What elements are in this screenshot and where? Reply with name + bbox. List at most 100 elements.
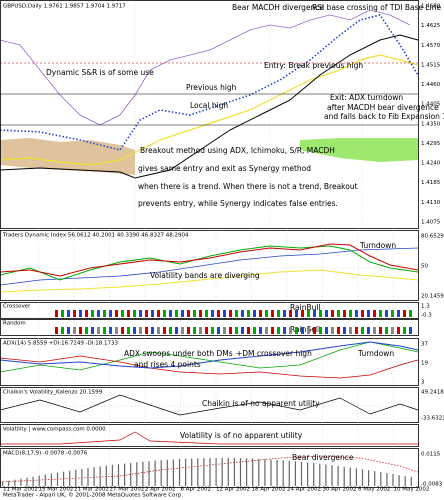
macd-bar xyxy=(300,461,303,486)
macd-bar xyxy=(258,458,260,486)
macd-bar xyxy=(197,458,199,486)
annotation: RainBull xyxy=(290,303,321,312)
signal-bar xyxy=(337,327,340,334)
macd-panel: MACD(8,17,9) -0.0078 -0.0076 Bear diverg… xyxy=(0,448,419,488)
annotation: Turndown xyxy=(359,241,396,250)
macd-bar xyxy=(136,462,138,486)
signal-bar xyxy=(61,327,64,334)
macd-signal xyxy=(0,455,419,483)
signal-bar xyxy=(265,327,268,334)
signal-bar xyxy=(199,327,202,334)
macd-bar xyxy=(215,458,217,486)
signal-bar xyxy=(259,310,262,317)
signal-bar xyxy=(115,310,118,317)
axis-label: 1.4625 xyxy=(421,23,441,29)
signal-bar xyxy=(133,310,136,317)
signal-bar xyxy=(289,310,292,317)
signal-bar xyxy=(145,327,148,334)
volatility-line xyxy=(0,431,418,445)
signal-bar xyxy=(391,327,394,334)
macd-bar xyxy=(166,459,168,486)
signal-bar xyxy=(367,327,370,334)
signal-bar xyxy=(289,327,292,334)
cloud-bear xyxy=(0,138,135,175)
annotation: gives same entry and exit as Synergy met… xyxy=(138,164,311,173)
signal-bar xyxy=(337,310,340,317)
axis-label: 1.4680 xyxy=(421,4,441,10)
macd-bar xyxy=(227,458,229,486)
signal-bar xyxy=(199,310,202,317)
macd-bar xyxy=(264,459,266,486)
macd-bar xyxy=(63,471,65,486)
date-label: 30 Apr 2002 xyxy=(323,487,357,493)
axis-label: 80.6529 xyxy=(421,234,444,240)
date-label: 2 Apr 2002 xyxy=(145,487,176,493)
macd-bar xyxy=(386,473,388,486)
macd-bar xyxy=(361,469,364,486)
yellow-ma xyxy=(0,54,419,166)
macd-bar xyxy=(105,465,107,486)
macd-bar xyxy=(130,462,132,486)
signal-bar xyxy=(139,327,142,334)
signal-bar xyxy=(361,310,364,317)
date-label: 6 May 2002 xyxy=(358,487,390,493)
signal-bar xyxy=(223,327,226,334)
annotation: RainSell xyxy=(290,325,320,334)
signal-bar xyxy=(97,327,100,334)
signal-bar xyxy=(373,310,376,317)
signal-bar xyxy=(253,310,256,317)
panel-header: Crossover xyxy=(3,304,31,310)
macd-bar xyxy=(38,475,40,486)
signal-bar xyxy=(235,327,238,334)
purple-line xyxy=(0,9,411,126)
signal-bar xyxy=(127,327,130,334)
signal-bar xyxy=(403,327,406,334)
signal-bar xyxy=(409,310,412,317)
annotation: prevents entry, while Synergy indicates … xyxy=(138,199,338,208)
panel-frame xyxy=(0,230,419,301)
annotation: Bear divergence xyxy=(292,453,354,462)
signal-bar xyxy=(229,310,232,317)
signal-bar xyxy=(115,327,118,334)
signal-bar xyxy=(355,310,358,317)
macd-bar xyxy=(398,475,400,486)
axis-label: 19 xyxy=(421,361,428,367)
axis-label: 0.0115 xyxy=(421,452,441,458)
date-label: 24 Apr 2002 xyxy=(287,487,321,493)
macd-bar xyxy=(14,479,16,486)
signal-bar xyxy=(121,327,124,334)
signal-bar xyxy=(175,310,178,317)
axis-label: 1.3 xyxy=(421,304,430,310)
panel-frame xyxy=(0,319,419,336)
black-line xyxy=(0,34,419,179)
signal-bar xyxy=(253,327,256,334)
signal-bar xyxy=(163,310,166,317)
macd-bar xyxy=(313,463,315,486)
macd-bar xyxy=(81,468,83,486)
signal-bar xyxy=(103,327,106,334)
adx-panel: ADX(14) 5.8559 +DI:16.7249 -DI:18.1733 A… xyxy=(0,338,419,386)
macd-bar xyxy=(99,466,101,486)
macd-bar xyxy=(142,461,144,486)
signal-bar xyxy=(283,327,286,334)
signal-bar xyxy=(145,310,148,317)
signal-bar xyxy=(277,310,280,317)
signal-bar xyxy=(271,327,274,334)
signal-bar xyxy=(301,327,304,334)
signal-bar xyxy=(385,327,388,334)
signal-bar xyxy=(79,310,82,317)
macd-bar xyxy=(172,459,174,486)
signal-bar xyxy=(277,327,280,334)
signal-bar xyxy=(133,327,136,334)
signal-bar xyxy=(55,310,58,317)
macd-bar xyxy=(191,458,193,486)
signal-bar xyxy=(307,310,310,317)
signal-bar xyxy=(175,327,178,334)
axis-label: 3 xyxy=(421,380,425,386)
minus-di xyxy=(0,355,419,379)
adx-line xyxy=(0,341,419,369)
annotation: after MACDH bear divergence xyxy=(327,103,439,112)
rsi-line xyxy=(0,245,419,281)
tdi-panel: Traders Dynamic Index 56.0612 40.2001 40… xyxy=(0,230,419,301)
axis-label: 50 xyxy=(421,264,428,270)
